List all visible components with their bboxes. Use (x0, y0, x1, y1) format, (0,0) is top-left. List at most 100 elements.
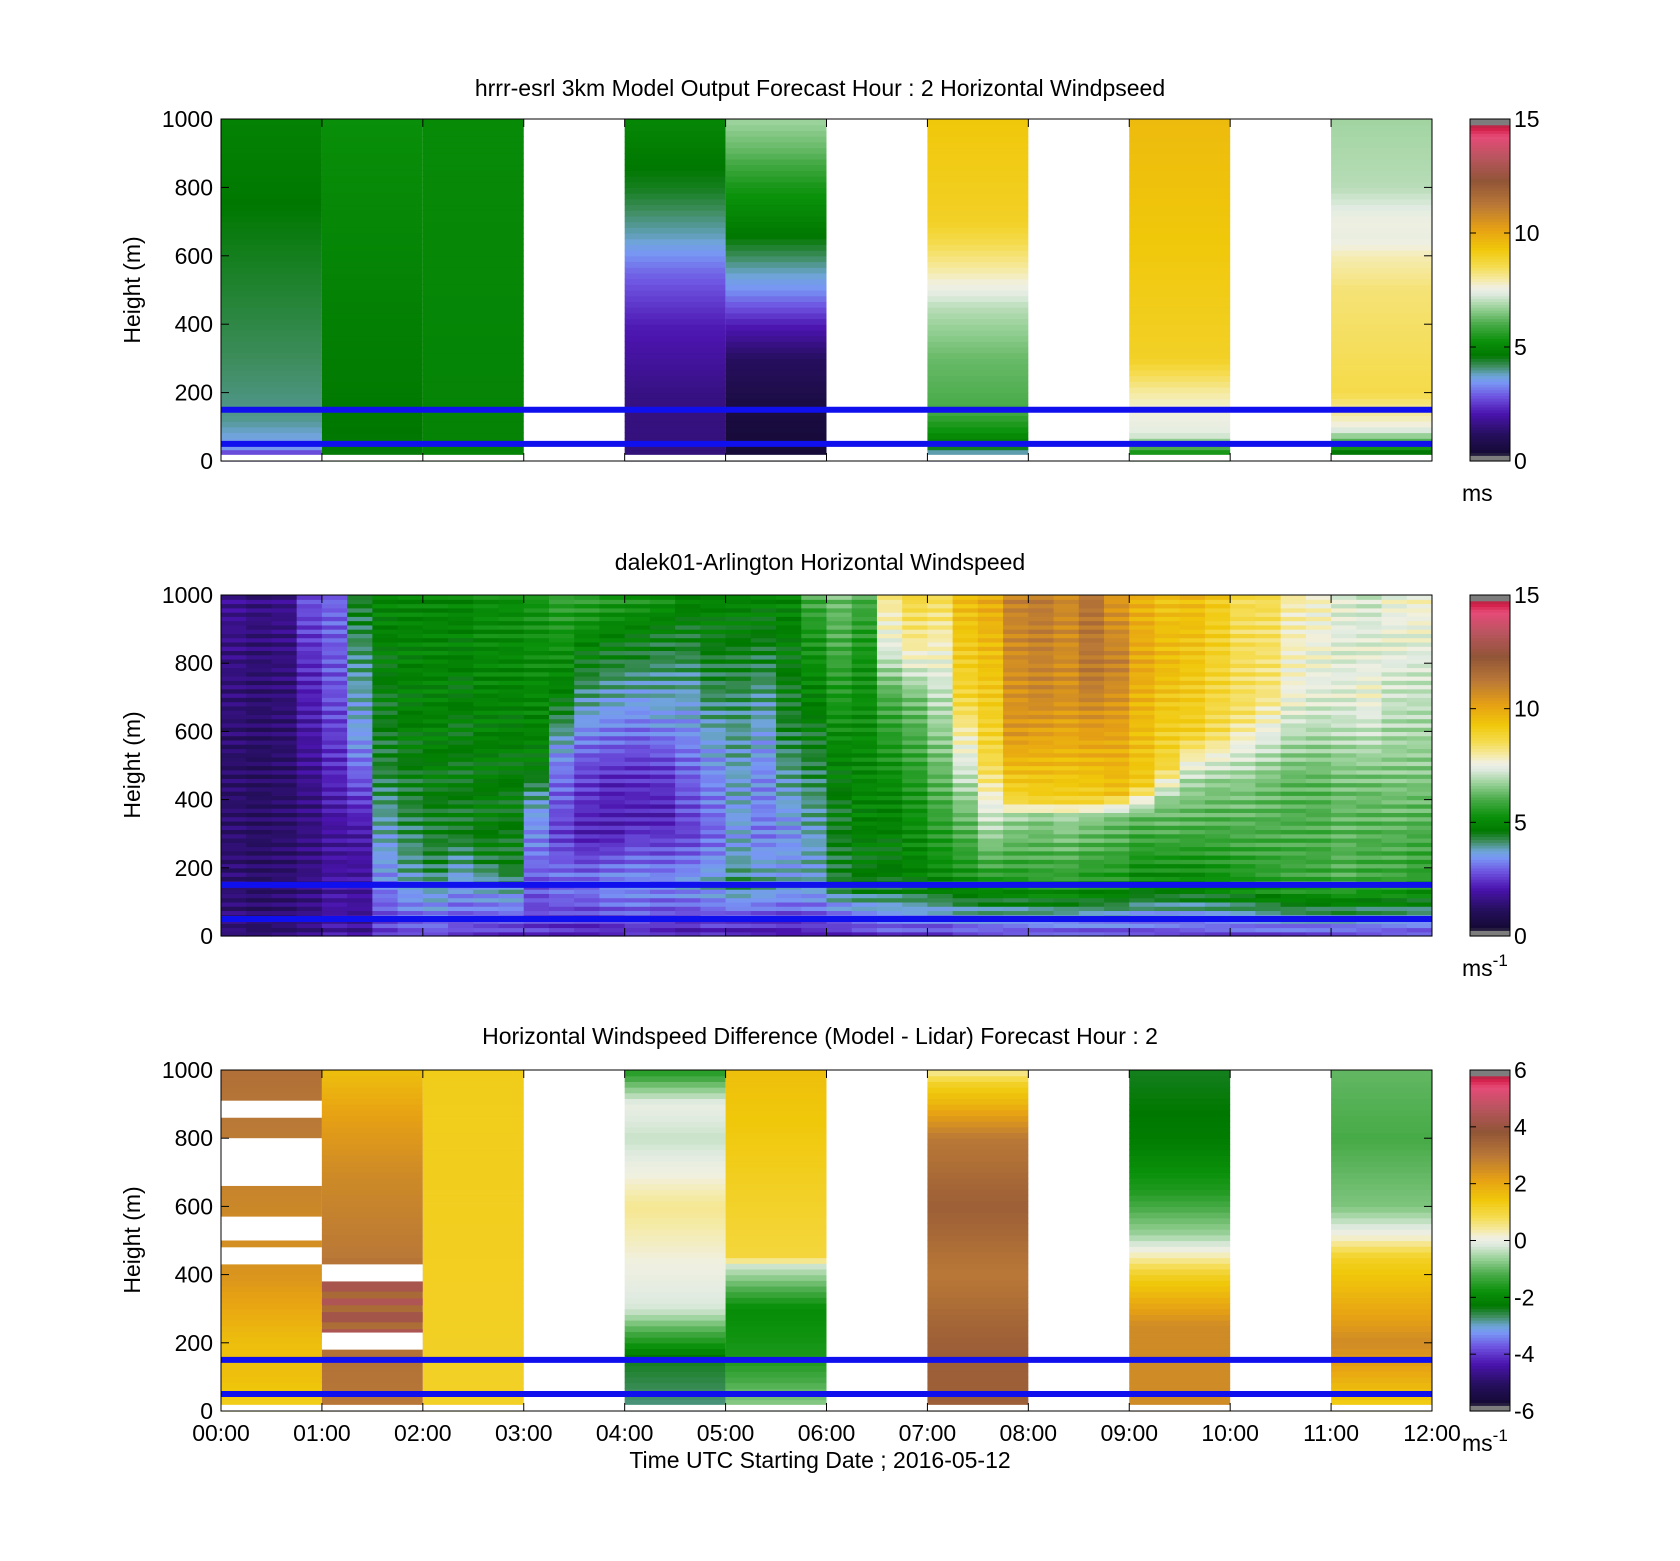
data-cell (1053, 795, 1080, 801)
data-cell (321, 1149, 423, 1156)
data-cell (548, 897, 575, 903)
data-cell (473, 808, 500, 813)
data-cell (422, 1075, 524, 1082)
data-cell (321, 872, 348, 877)
data-cell (523, 637, 550, 643)
data-cell (372, 710, 399, 715)
data-cell (1280, 667, 1307, 673)
data-cell (776, 872, 802, 877)
data-cell (574, 607, 600, 613)
data-cell (1381, 595, 1408, 600)
data-cell (523, 701, 550, 707)
data-cell (1003, 812, 1029, 818)
data-cell (725, 714, 752, 720)
y-tick-label: 0 (200, 923, 213, 949)
data-cell (1129, 221, 1231, 228)
data-cell (1305, 595, 1332, 600)
data-cell (851, 893, 878, 899)
data-cell (372, 680, 399, 686)
data-cell (422, 312, 524, 320)
data-cell (271, 829, 298, 835)
data-cell (826, 675, 853, 681)
data-cell (624, 278, 726, 285)
colorbar-cell (1470, 449, 1510, 454)
data-cell (750, 829, 777, 835)
colorbar-cell (1470, 364, 1510, 368)
data-cell (851, 718, 878, 724)
data-cell (1230, 637, 1256, 643)
data-cell (1179, 774, 1206, 779)
data-cell (599, 748, 626, 754)
data-cell (1129, 680, 1155, 686)
data-cell (422, 141, 524, 149)
data-cell (725, 803, 752, 809)
data-cell (1255, 735, 1282, 741)
data-cell (675, 714, 701, 720)
data-cell (1406, 786, 1433, 792)
data-cell (725, 923, 752, 929)
data-cell (271, 752, 298, 758)
data-cell (321, 923, 348, 929)
data-cell (321, 710, 348, 715)
data-cell (1129, 215, 1231, 223)
colorbar-cell (1470, 612, 1510, 616)
data-cell (473, 769, 500, 775)
data-cell (498, 731, 525, 737)
data-cell (246, 803, 272, 809)
data-cell (1129, 421, 1231, 428)
data-cell (498, 667, 525, 673)
data-cell (851, 825, 878, 831)
data-cell (246, 675, 272, 681)
data-cell (851, 923, 878, 929)
data-cell (649, 889, 676, 894)
data-cell (675, 829, 701, 835)
data-cell (599, 927, 626, 933)
data-cell (221, 375, 322, 382)
colorbar-cell (1470, 366, 1510, 371)
data-cell (599, 923, 626, 929)
data-cell (221, 680, 247, 686)
data-cell (700, 799, 727, 805)
data-cell (574, 680, 600, 686)
data-cell (296, 923, 323, 929)
data-column (927, 119, 1029, 462)
data-cell (574, 731, 600, 737)
data-cell (321, 1081, 423, 1088)
data-cell (1154, 680, 1181, 686)
data-cell (700, 816, 727, 822)
data-cell (599, 701, 626, 707)
data-cell (1078, 795, 1105, 801)
data-cell (624, 654, 651, 660)
data-cell (473, 803, 500, 809)
data-cell (271, 876, 298, 882)
data-cell (1104, 799, 1130, 805)
data-cell (448, 765, 474, 771)
data-cell (750, 752, 777, 758)
colorbar-cell (1470, 745, 1510, 750)
data-cell (397, 761, 424, 767)
data-cell (574, 667, 600, 673)
data-cell (347, 901, 373, 907)
data-cell (1154, 637, 1181, 643)
data-cell (902, 906, 928, 912)
data-cell (977, 637, 1004, 643)
data-cell (977, 693, 1004, 698)
data-cell (624, 671, 651, 677)
data-cell (1003, 616, 1029, 622)
data-cell (927, 392, 1029, 399)
data-cell (1129, 612, 1155, 617)
data-cell (498, 931, 525, 937)
data-cell (1381, 612, 1408, 617)
data-cell (422, 697, 449, 703)
data-cell (927, 765, 954, 771)
data-cell (321, 341, 423, 348)
data-cell (397, 876, 424, 882)
data-cell (1331, 198, 1432, 206)
data-cell (624, 650, 651, 656)
data-cell (649, 901, 676, 907)
panel-model: hrrr-esrl 3km Model Output Forecast Hour… (119, 75, 1540, 506)
data-cell (675, 748, 701, 754)
data-cell (473, 927, 500, 933)
data-cell (1255, 748, 1282, 754)
data-cell (876, 612, 903, 617)
